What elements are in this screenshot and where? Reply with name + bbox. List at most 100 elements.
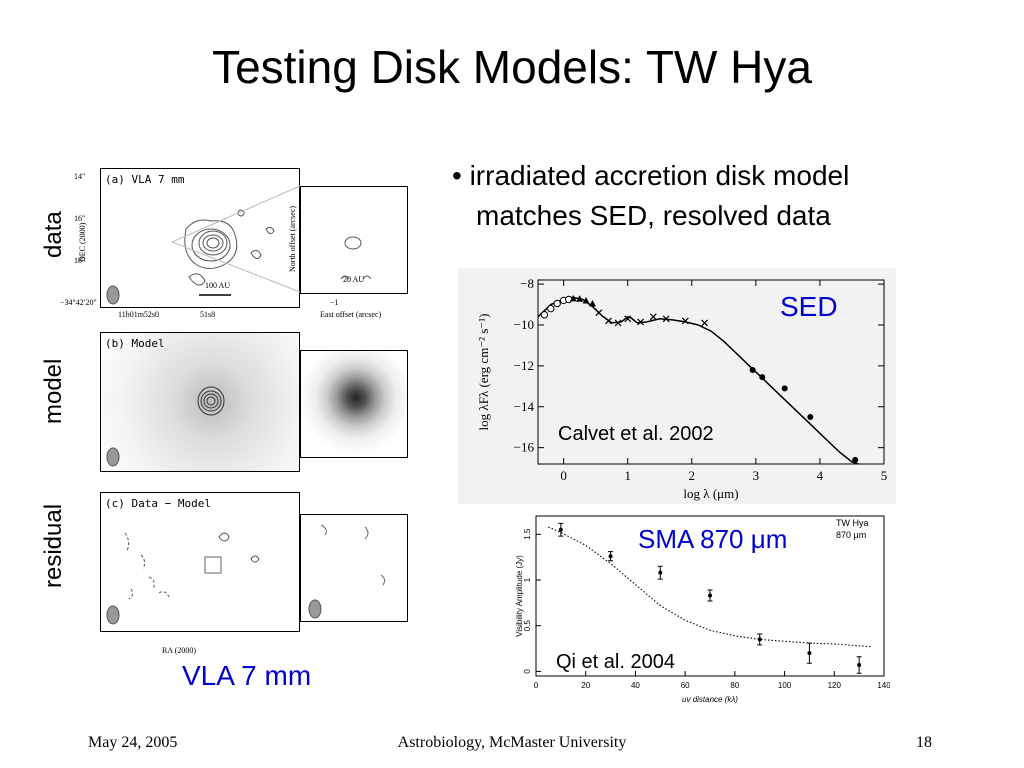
sed-x-tick-label: 2: [689, 468, 696, 483]
sma-y-tick-label: 0: [523, 669, 532, 674]
sma-annotation: SMA 870 μm: [638, 524, 787, 554]
sed-point-cross: [614, 319, 622, 327]
footer-date: May 24, 2005: [88, 734, 178, 751]
sed-point-filled-circle: [852, 456, 859, 463]
sed-x-tick-label: 1: [624, 468, 631, 483]
bullet-text: • irradiated accretion disk model matche…: [452, 156, 849, 236]
inset-contours-data: [340, 236, 372, 280]
sed-x-tick-label: 3: [753, 468, 760, 483]
sed-point-filled-circle: [781, 385, 788, 392]
ra-axis-label: RA (2000): [162, 646, 196, 655]
sma-data-point: [757, 637, 762, 642]
sma-y-tick-label: 1: [523, 577, 532, 582]
sed-x-tick-label: 5: [881, 468, 888, 483]
sed-x-tick-label: 0: [560, 468, 567, 483]
inset-ylabel: North offset (arcsec): [288, 205, 297, 272]
sed-x-tick-label: 4: [817, 468, 824, 483]
ra-tick-2: 51s8: [200, 310, 216, 319]
sma-x-tick-label: 20: [581, 681, 590, 690]
sma-data-point: [857, 663, 862, 668]
sed-point-cross: [662, 315, 670, 323]
sma-plot-frame: [535, 515, 885, 677]
sma-data-point: [807, 651, 812, 656]
dec-tick-18: 18″: [74, 256, 86, 265]
sed-y-tick-label: −10: [514, 317, 534, 332]
panel-b-inset: [300, 350, 408, 458]
sed-point-filled-circle: [759, 374, 766, 381]
sed-x-axis-label: log λ (μm): [683, 486, 738, 501]
panel-a-main: (a) VLA 7 mm 100 AU: [100, 168, 300, 308]
footer-institution: Astrobiology, McMaster University: [397, 734, 627, 751]
sed-point-triangle: [588, 300, 596, 307]
sed-chart: 0 1 2 3 4 5 −8 −10 −12 −14 −16 log λ (μm) log λFλ (e…: [458, 268, 896, 504]
sed-y-tick-label: −8: [520, 276, 534, 291]
contour-map-residual: [106, 532, 260, 625]
sed-point-filled-circle: [807, 413, 814, 420]
sma-y-tick-label: 0.5: [523, 620, 532, 632]
sed-point-triangle: [582, 296, 590, 304]
inset-xlabel: East offset (arcsec): [320, 310, 382, 319]
sed-point-cross: [624, 315, 632, 323]
panel-b-label: (b) Model: [105, 337, 165, 350]
slide-title: Testing Disk Models: TW Hya: [212, 41, 812, 93]
sed-point-open-circle: [540, 311, 549, 319]
scale-bar-label: 100 AU: [205, 281, 231, 290]
ra-tick-1: 11h01m52s0: [118, 310, 160, 319]
dec-axis-label: DEC (2000): [78, 222, 87, 262]
bullet-line-1: • irradiated accretion disk model: [452, 160, 850, 191]
sed-point-cross: [681, 317, 689, 325]
sma-y-axis-label: Visibility Amplitude (Jy): [515, 555, 524, 637]
contour-map-model: [106, 386, 225, 467]
footer-page-number: 18: [916, 734, 932, 751]
sma-x-axis-label: uv distance (kλ): [682, 695, 738, 704]
sma-data-point: [708, 593, 712, 598]
sed-citation: Calvet et al. 2002: [558, 423, 714, 445]
sma-x-tick-label: 40: [631, 681, 640, 690]
panel-c-main: (c) Data − Model: [100, 492, 300, 632]
vla-caption: VLA 7 mm: [182, 660, 312, 691]
sma-model-curve: [548, 526, 872, 648]
inset-xticks: −1: [330, 298, 339, 307]
sma-y-tick-label: 1.5: [523, 528, 532, 540]
sma-x-tick-label: 100: [778, 681, 792, 690]
panel-c-inset: [300, 514, 408, 622]
vla-figure: (a) VLA 7 mm 100 AU 20 AU: [60, 162, 412, 658]
panel-a-label: (a) VLA 7 mm: [105, 173, 185, 186]
sma-data-point: [608, 554, 613, 559]
sed-point-triangle: [569, 294, 577, 302]
sed-point-triangle: [576, 295, 584, 302]
sed-point-open-circle: [553, 299, 561, 308]
sma-data-point: [658, 570, 663, 575]
sma-inset-label-2: 870 μm: [836, 530, 866, 540]
sed-point-filled-circle: [749, 366, 756, 373]
sma-x-tick-label: 0: [534, 681, 539, 690]
panel-c-label: (c) Data − Model: [105, 497, 211, 510]
sed-point-open-circle: [547, 304, 555, 313]
sed-y-axis-label: log λFλ (erg cm⁻² s⁻¹): [476, 314, 491, 431]
panel-b-main: (b) Model: [100, 332, 300, 472]
sed-plot-frame: [537, 279, 885, 465]
contour-map-data: [106, 209, 275, 305]
sed-point-cross: [701, 319, 709, 327]
sma-x-tick-label: 140: [877, 681, 890, 690]
sed-annotation: SED: [780, 291, 838, 322]
sed-y-tick-label: −16: [514, 440, 535, 455]
sma-visibility-chart: 0 20 40 60 80 100 120 140 0 0.5 1 1.5 uv distance (k…: [515, 515, 890, 704]
dec-tick-14: 14″: [74, 172, 86, 181]
sed-point-cross: [649, 313, 657, 321]
sed-y-tick-label: −12: [514, 358, 534, 373]
sed-point-cross: [637, 318, 644, 326]
dec-tick-20: −34°42′20″: [60, 298, 97, 307]
sed-point-cross: [605, 317, 612, 325]
sma-x-tick-label: 120: [828, 681, 842, 690]
dec-tick-16: 16″: [74, 214, 86, 223]
inset-scale-label: 20 AU: [343, 275, 365, 284]
inset-residual: [308, 524, 386, 619]
sed-y-tick-label: −14: [514, 399, 535, 414]
sma-x-tick-label: 80: [730, 681, 739, 690]
bullet-line-2: matches SED, resolved data: [476, 200, 831, 231]
sma-inset-label-1: TW Hya: [836, 518, 869, 528]
sma-x-tick-label: 60: [681, 681, 690, 690]
sed-point-cross: [595, 309, 603, 317]
sma-citation: Qi et al. 2004: [556, 651, 675, 673]
